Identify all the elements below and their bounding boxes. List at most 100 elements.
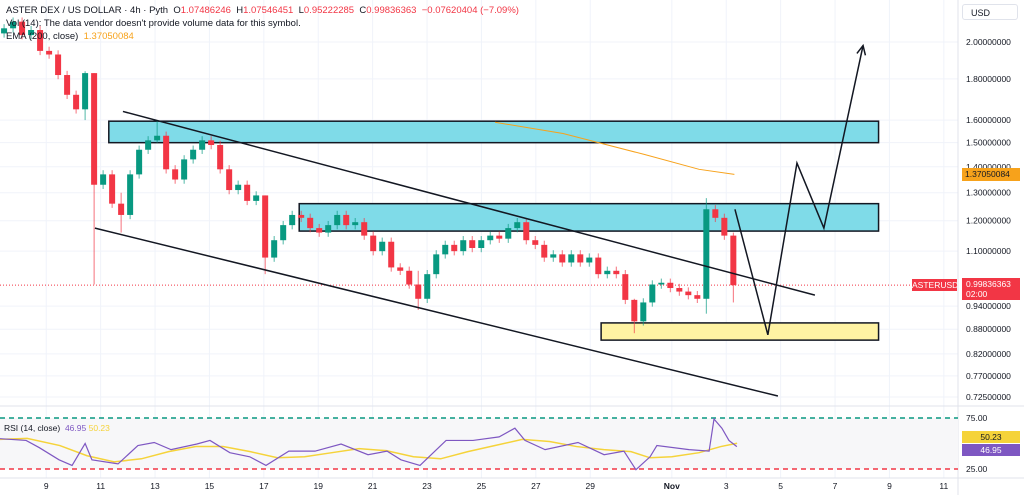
candle-body [586,257,593,263]
candle-body [694,295,701,299]
candle-body [325,225,332,233]
candle [334,210,341,230]
candle-body [145,140,152,150]
candle-body [541,244,548,258]
candle-body [136,149,143,175]
price-tick-label: 0.88000000 [966,324,1011,334]
date-tick-label: 9 [44,481,49,491]
candle-body [352,222,359,226]
candle [667,278,674,293]
candle [703,198,710,314]
high-label: H [236,5,244,16]
candle-body [244,184,251,201]
candle-body [469,240,476,248]
currency-button[interactable]: USD [962,4,1018,20]
candle-body [622,274,629,300]
price-tick-label: 1.50000000 [966,138,1011,148]
candle-body [361,222,368,236]
candle-body [505,228,512,239]
candle-body [1,28,8,34]
price-tick-label: 1.10000000 [966,246,1011,256]
candle-body [289,214,296,226]
candle-body [451,244,458,252]
ema-value: 1.37050084 [83,31,134,42]
candle [217,140,224,174]
candle-body [253,195,260,201]
open-label: O [173,5,181,16]
symbol-tag: ASTERUSD [912,279,959,291]
candle-body [568,254,575,263]
date-tick-label: 19 [314,481,324,491]
candle [550,250,557,262]
candle-body [262,195,269,258]
candle-body [199,140,206,150]
ema-legend[interactable]: EMA (200, close) 1.37050084 [6,30,134,43]
candle-body [424,274,431,299]
price-tick-label: 1.80000000 [966,74,1011,84]
candle [64,70,71,100]
candle-body [406,270,413,285]
rsi-value-tag: 46.95 [962,444,1020,456]
date-tick-label: 29 [586,481,596,491]
candle-body [577,254,584,263]
candle [19,17,26,40]
bar-countdown: 02:00 [966,289,988,299]
candle-body [19,21,26,36]
date-tick-label: 9 [887,481,892,491]
symbol-legend: ASTER DEX / US DOLLAR · 4h · Pyth O1.074… [6,4,519,17]
candle [577,250,584,267]
candle-body [550,254,557,258]
candle-body [730,235,737,286]
candle [145,136,152,154]
volume-legend[interactable]: Vol (14): The data vendor doesn't provid… [6,18,301,29]
candle [271,236,278,262]
candle-body [379,241,386,252]
candle [649,280,656,307]
candle-body [388,241,395,268]
candle-body [658,282,665,285]
ema-200-line [494,121,735,175]
candle [469,236,476,253]
date-tick-label: 11 [96,481,105,491]
date-tick-label: 21 [368,481,378,491]
candle [685,287,692,300]
candle [298,210,305,223]
candle [424,269,431,304]
price-tick-label: 0.72500000 [966,392,1011,402]
price-tick-label: 2.00000000 [966,37,1011,47]
candle [694,290,701,304]
candle-body [172,169,179,180]
rsi-ma-tag: 50.23 [962,431,1020,443]
support-zone [600,322,880,341]
price-tick-label: 0.94000000 [966,301,1011,311]
projection-path [734,45,864,336]
last-price: 0.99836363 [966,279,1011,289]
upper-resistance-zone [108,120,880,144]
candle [244,180,251,206]
symbol-title[interactable]: ASTER DEX / US DOLLAR · 4h · Pyth [6,5,169,16]
candle [190,145,197,164]
candle [514,218,521,233]
candle [406,266,413,289]
rsi-value: 46.95 [64,423,87,433]
candle [496,231,503,243]
candle-body [208,140,215,146]
candle [55,50,62,80]
ema-price-tag: 1.37050084 [962,168,1020,181]
ema-label: EMA (200, close) [6,31,79,42]
candle-body [442,244,449,255]
candle-body [685,291,692,296]
candle [118,192,125,233]
candle-body [307,217,314,229]
candle [361,218,368,240]
candle [604,266,611,279]
candle [442,240,449,259]
candle [289,210,296,230]
rsi-line [0,417,738,471]
candle-body [235,184,242,191]
candle-body [343,214,350,226]
date-tick-label: 7 [833,481,838,491]
rsi-legend[interactable]: RSI (14, close) 46.95 50.23 [4,423,110,433]
candle [370,231,377,256]
